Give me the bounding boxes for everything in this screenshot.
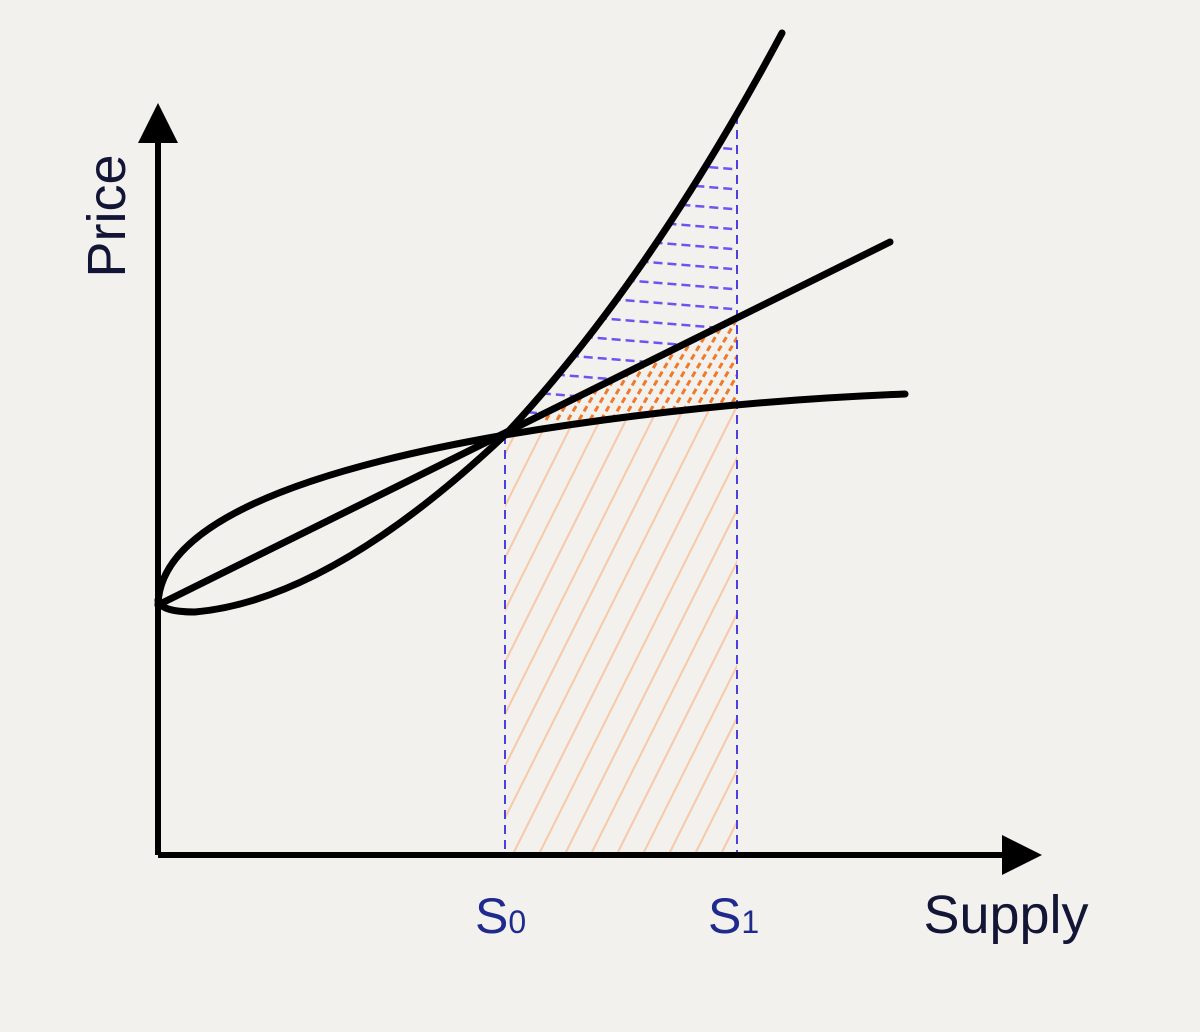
light-hatch-line	[717, 405, 737, 855]
light-hatch-line	[250, 400, 480, 860]
light-hatch-line	[505, 405, 689, 855]
orange-hatch-line	[709, 322, 737, 421]
orange-hatch-line	[632, 322, 706, 421]
linear-curve	[154, 238, 894, 609]
light-hatch-line	[505, 405, 715, 855]
blue-hatch-line	[505, 128, 737, 152]
light-hatch-line	[505, 405, 533, 855]
light-hatch-line	[535, 405, 737, 855]
blue-hatch-line	[505, 308, 737, 332]
tick-label-s0-sub: 0	[508, 904, 526, 940]
light-hatch-line	[505, 405, 611, 855]
light-hatch-line	[613, 405, 737, 855]
y-axis-arrow	[138, 103, 178, 143]
tick-label-s1-sub: 1	[741, 904, 759, 940]
orange-hatch-line	[698, 322, 737, 421]
orange-hatch-line	[588, 322, 662, 421]
blue-hatch-line	[505, 115, 737, 132]
tick-label-s1: S1	[708, 888, 759, 944]
tick-label-s0-main: S	[475, 888, 508, 944]
light-hatch-line	[639, 405, 737, 855]
light-hatch-line	[561, 405, 737, 855]
light-hatch-line	[505, 405, 559, 855]
tick-label-s1-main: S	[708, 888, 741, 944]
light-hatch-line	[505, 405, 663, 855]
orange-hatch-line	[720, 322, 737, 421]
blue-hatch-line	[505, 268, 737, 292]
light-hatch-line	[505, 405, 585, 855]
concave-curve	[154, 390, 909, 609]
light-hatch-line	[509, 405, 737, 855]
light-hatch-line	[744, 400, 974, 860]
orange-hatch-line	[566, 322, 640, 421]
x-axis-label: Supply	[923, 885, 1088, 945]
blue-hatch-line	[505, 228, 737, 252]
light-hatch-region	[250, 400, 974, 860]
orange-hatch-line	[610, 322, 684, 421]
y-axis-label: Price	[77, 154, 137, 277]
tick-label-s0: S0	[475, 888, 526, 944]
light-hatch-line	[665, 405, 737, 855]
blue-hatch-line	[505, 208, 737, 232]
orange-hatch-line	[599, 322, 673, 421]
blue-hatch-line	[505, 288, 737, 312]
blue-hatch-line	[505, 168, 737, 192]
orange-hatch-line	[665, 322, 737, 421]
light-hatch-line	[587, 405, 737, 855]
orange-hatch-line	[505, 322, 563, 421]
convex-curve	[154, 29, 786, 616]
orange-hatch-line	[676, 322, 737, 421]
blue-hatch-line	[505, 188, 737, 212]
orange-hatch-line	[643, 322, 717, 421]
orange-hatch-line	[577, 322, 651, 421]
orange-hatch-line	[621, 322, 695, 421]
light-hatch-line	[691, 405, 737, 855]
orange-hatch-line	[505, 322, 552, 421]
light-hatch-line	[505, 405, 637, 855]
orange-hatch-line	[654, 322, 728, 421]
x-axis-arrow	[1002, 835, 1042, 875]
blue-hatch-line	[505, 248, 737, 272]
orange-hatch-line	[687, 322, 737, 421]
